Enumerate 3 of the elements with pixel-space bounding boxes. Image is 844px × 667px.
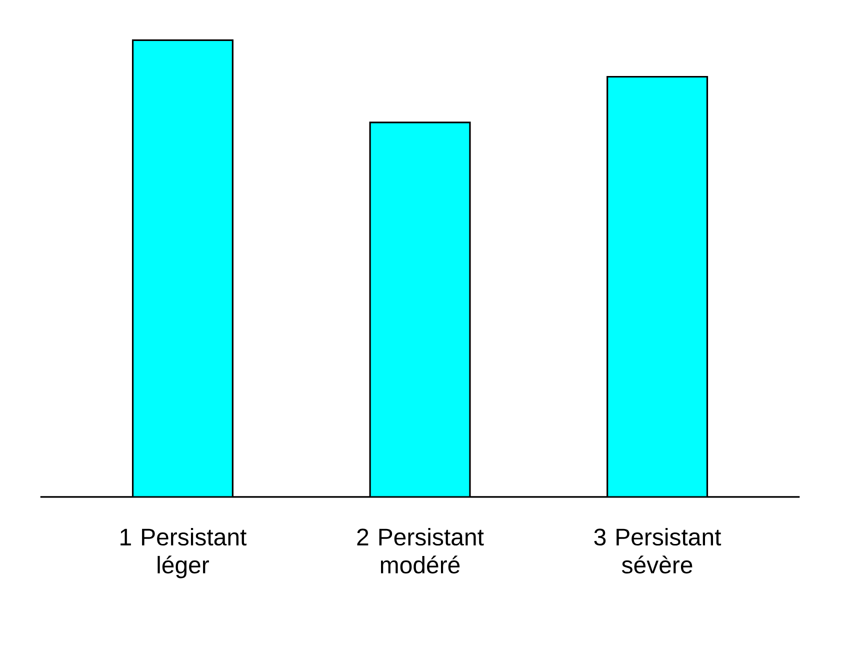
x-tick-label: 2 Persistant modéré: [357, 528, 484, 574]
x-tick-label: 3 Persistant sévère: [594, 528, 722, 574]
x-tick-label: 1 Persistant léger: [120, 528, 247, 578]
